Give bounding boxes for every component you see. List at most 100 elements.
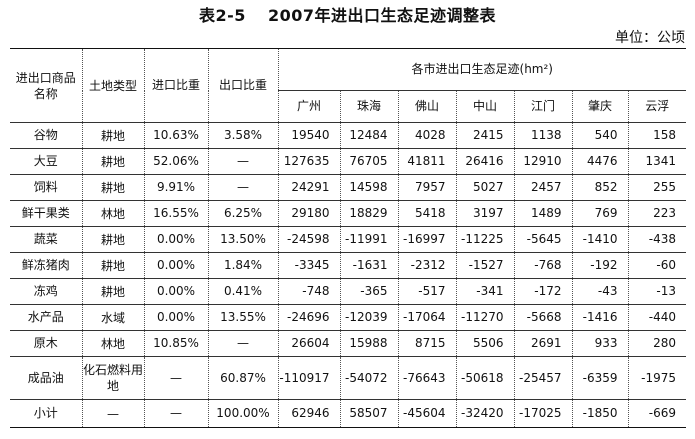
land-type-cell: 耕地 bbox=[82, 226, 145, 253]
footprint-value-cell: -341 bbox=[456, 278, 515, 305]
import-ratio-cell: — bbox=[144, 356, 209, 400]
footprint-value-cell: 127635 bbox=[278, 148, 341, 175]
footprint-value-cell: 158 bbox=[628, 122, 687, 149]
footprint-value-cell: -50618 bbox=[456, 356, 515, 400]
import-ratio-cell: 0.00% bbox=[144, 304, 209, 331]
footprint-value-cell: 933 bbox=[572, 330, 629, 357]
footprint-value-cell: 540 bbox=[572, 122, 629, 149]
footprint-value-cell: -25457 bbox=[514, 356, 573, 400]
footprint-value-cell: -24598 bbox=[278, 226, 341, 253]
footprint-value-cell: -2312 bbox=[398, 252, 457, 279]
land-type-cell: 林地 bbox=[82, 330, 145, 357]
header-row: 进出口商品名称 土地类型 进口比重 出口比重 各市进出口生态足迹(hm²) bbox=[10, 48, 687, 123]
footprint-value-cell: -110917 bbox=[278, 356, 341, 400]
product-name-cell: 谷物 bbox=[10, 122, 83, 149]
footprint-value-cell: 12910 bbox=[514, 148, 573, 175]
footprint-value-cell: 24291 bbox=[278, 174, 341, 201]
export-ratio-cell: 100.00% bbox=[208, 399, 279, 428]
export-ratio-cell: 13.50% bbox=[208, 226, 279, 253]
footprint-value-cell: 7957 bbox=[398, 174, 457, 201]
footprint-value-cell: 12484 bbox=[340, 122, 399, 149]
table-row: 鲜干果类 林地 16.55% 6.25% 29180 18829 5418 3197 1489 7… bbox=[10, 200, 687, 227]
header-city: 江门 bbox=[514, 90, 573, 123]
table-row: 鲜冻猪肉 耕地 0.00% 1.84% -3345 -1631 -2312 -1527 -768… bbox=[10, 252, 687, 279]
footprint-value-cell: -1416 bbox=[572, 304, 629, 331]
import-ratio-cell: — bbox=[144, 399, 209, 428]
footprint-value-cell: 14598 bbox=[340, 174, 399, 201]
product-name-cell: 大豆 bbox=[10, 148, 83, 175]
table-row: 饲料 耕地 9.91% —24291 14598 7957 5027 2457 852 255 bbox=[10, 174, 687, 201]
unit-label: 单位：公顷 bbox=[615, 30, 685, 46]
import-ratio-cell: 0.00% bbox=[144, 278, 209, 305]
footprint-value-cell: 1138 bbox=[514, 122, 573, 149]
footprint-value-cell: -192 bbox=[572, 252, 629, 279]
footprint-value-cell: 2415 bbox=[456, 122, 515, 149]
header-import-ratio: 进口比重 bbox=[144, 48, 209, 123]
export-ratio-cell: — bbox=[208, 174, 279, 201]
table-title-text: 2007年进出口生态足迹调整表 bbox=[267, 6, 496, 25]
footprint-value-cell: 3197 bbox=[456, 200, 515, 227]
product-name-cell: 小计 bbox=[10, 399, 83, 428]
import-ratio-cell: 10.63% bbox=[144, 122, 209, 149]
table-row: 冻鸡 耕地 0.00% 0.41% -748 -365 -517 -341 -172 -43 -13 bbox=[10, 278, 687, 305]
footprint-value-cell: 255 bbox=[628, 174, 687, 201]
header-export-ratio: 出口比重 bbox=[208, 48, 279, 123]
land-type-cell: 耕地 bbox=[82, 122, 145, 149]
footprint-value-cell: 4028 bbox=[398, 122, 457, 149]
header-city: 广州 bbox=[278, 90, 341, 123]
export-ratio-cell: 0.41% bbox=[208, 278, 279, 305]
table-row: 原木 林地 10.85% —26604 15988 8715 5506 2691 933 280 bbox=[10, 330, 687, 357]
footprint-value-cell: 2457 bbox=[514, 174, 573, 201]
footprint-value-cell: -365 bbox=[340, 278, 399, 305]
product-name-cell: 饲料 bbox=[10, 174, 83, 201]
footprint-value-cell: -12039 bbox=[340, 304, 399, 331]
header-city: 珠海 bbox=[340, 90, 399, 123]
header-city: 云浮 bbox=[628, 90, 687, 123]
table-row: 谷物 耕地 10.63% 3.58% 19540 12484 4028 2415 1138 540… bbox=[10, 122, 687, 149]
footprint-value-cell: -1975 bbox=[628, 356, 687, 400]
export-ratio-cell: — bbox=[208, 330, 279, 357]
footprint-value-cell: 5418 bbox=[398, 200, 457, 227]
table-row: 成品油 化石燃料用地 —60.87% -110917 -54072 -76643 -5061… bbox=[10, 356, 687, 400]
footprint-value-cell: 852 bbox=[572, 174, 629, 201]
footprint-value-cell: 5027 bbox=[456, 174, 515, 201]
footprint-value-cell: 2691 bbox=[514, 330, 573, 357]
export-ratio-cell: 13.55% bbox=[208, 304, 279, 331]
header-city: 佛山 bbox=[398, 90, 457, 123]
footprint-value-cell: -1527 bbox=[456, 252, 515, 279]
footprint-value-cell: 26416 bbox=[456, 148, 515, 175]
product-name-cell: 冻鸡 bbox=[10, 278, 83, 305]
footprint-value-cell: -60 bbox=[628, 252, 687, 279]
table-row: 水产品 水域 0.00% 13.55% -24696 -12039 -17064 -11270… bbox=[10, 304, 687, 331]
land-type-cell: 化石燃料用地 bbox=[82, 356, 145, 400]
footprint-value-cell: -1850 bbox=[572, 399, 629, 428]
product-name-cell: 成品油 bbox=[10, 356, 83, 400]
footprint-value-cell: 223 bbox=[628, 200, 687, 227]
footprint-table: 进出口商品名称 土地类型 进口比重 出口比重 各市进出口生态足迹(hm²) 广州… bbox=[10, 48, 687, 428]
export-ratio-cell: 6.25% bbox=[208, 200, 279, 227]
footprint-value-cell: -438 bbox=[628, 226, 687, 253]
footprint-value-cell: -24696 bbox=[278, 304, 341, 331]
land-type-cell: — bbox=[82, 399, 145, 428]
export-ratio-cell: 3.58% bbox=[208, 122, 279, 149]
footprint-value-cell: -517 bbox=[398, 278, 457, 305]
footprint-value-cell: 58507 bbox=[340, 399, 399, 428]
import-ratio-cell: 0.00% bbox=[144, 226, 209, 253]
table-number: 表2-5 bbox=[199, 6, 246, 25]
product-name-cell: 鲜冻猪肉 bbox=[10, 252, 83, 279]
footprint-value-cell: 769 bbox=[572, 200, 629, 227]
footprint-value-cell: -54072 bbox=[340, 356, 399, 400]
table-row: 大豆 耕地 52.06% —127635 76705 41811 26416 12910 447… bbox=[10, 148, 687, 175]
footprint-value-cell: -45604 bbox=[398, 399, 457, 428]
footprint-value-cell: -11225 bbox=[456, 226, 515, 253]
footprint-value-cell: -11991 bbox=[340, 226, 399, 253]
footprint-value-cell: -17025 bbox=[514, 399, 573, 428]
header-city-group: 各市进出口生态足迹(hm²) bbox=[278, 48, 687, 91]
footprint-value-cell: 5506 bbox=[456, 330, 515, 357]
land-type-cell: 水域 bbox=[82, 304, 145, 331]
footprint-value-cell: 41811 bbox=[398, 148, 457, 175]
table-row: 小计 — —100.00% 62946 58507 -45604 -32420 -17025-… bbox=[10, 399, 687, 428]
footprint-value-cell: -172 bbox=[514, 278, 573, 305]
footprint-value-cell: -669 bbox=[628, 399, 687, 428]
header-product: 进出口商品名称 bbox=[10, 48, 83, 123]
